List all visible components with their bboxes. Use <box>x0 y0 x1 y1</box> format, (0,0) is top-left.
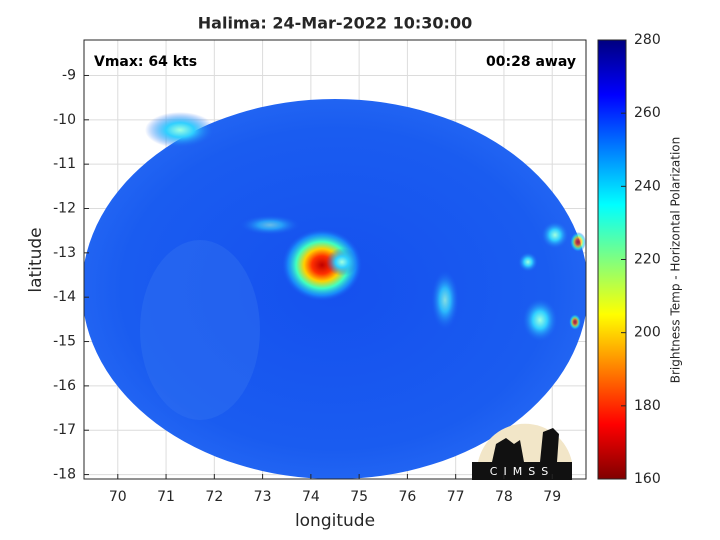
annotation: Vmax: 64 kts <box>94 54 197 70</box>
x-tick-label: 70 <box>109 489 127 505</box>
imagery <box>84 99 586 479</box>
colorbar-tick-label: 240 <box>634 178 661 194</box>
colorbar-tick-label: 180 <box>634 398 661 414</box>
logo-bar <box>472 462 572 480</box>
y-tick-label: -15 <box>53 334 76 350</box>
annotation: 00:28 away <box>486 54 576 70</box>
y-axis-label: latitude <box>26 227 46 292</box>
colorbar-tick-label: 200 <box>634 325 661 341</box>
colorbar-tick-label: 260 <box>634 105 661 121</box>
eyewall <box>326 248 358 276</box>
y-tick-label: -14 <box>53 289 76 305</box>
x-tick-label: 79 <box>543 489 561 505</box>
y-tick-label: -11 <box>53 156 76 172</box>
colorbar-tick-label: 160 <box>634 471 661 487</box>
y-tick-label: -9 <box>62 67 76 83</box>
eyewall <box>282 229 362 301</box>
cloud <box>522 298 558 342</box>
x-tick-label: 73 <box>254 489 272 505</box>
plot-frame <box>83 39 587 480</box>
cloud <box>570 232 586 252</box>
x-tick-label: 72 <box>205 489 223 505</box>
chart-title: Halima: 24-Mar-2022 10:30:00 <box>198 14 472 33</box>
colorbar-tick-label: 280 <box>634 32 661 48</box>
x-tick-label: 71 <box>157 489 175 505</box>
y-tick-label: -18 <box>53 467 76 483</box>
x-tick-label: 76 <box>398 489 416 505</box>
cloud <box>541 221 569 249</box>
cloud <box>140 240 260 420</box>
y-tick-label: -12 <box>53 201 76 217</box>
y-tick-label: -13 <box>53 245 76 261</box>
logo-text: CIMSS <box>490 465 554 478</box>
x-tick-label: 78 <box>495 489 513 505</box>
y-tick-label: -16 <box>53 378 76 394</box>
y-tick-label: -17 <box>53 422 76 438</box>
logo-silhouette <box>492 428 559 462</box>
cloud <box>145 112 215 148</box>
x-tick-label: 75 <box>350 489 368 505</box>
cloud <box>569 314 581 330</box>
colorbar-label: Brightness Temp - Horizontal Polarizatio… <box>669 137 683 384</box>
x-tick-label: 74 <box>302 489 320 505</box>
cloud <box>240 215 300 235</box>
cloud <box>431 270 459 330</box>
colorbar-tick-label: 220 <box>634 252 661 268</box>
x-axis-label: longitude <box>295 511 375 531</box>
cloud <box>518 252 538 272</box>
y-tick-label: -10 <box>53 112 76 128</box>
logo: CIMSS <box>472 423 572 480</box>
x-tick-label: 77 <box>447 489 465 505</box>
